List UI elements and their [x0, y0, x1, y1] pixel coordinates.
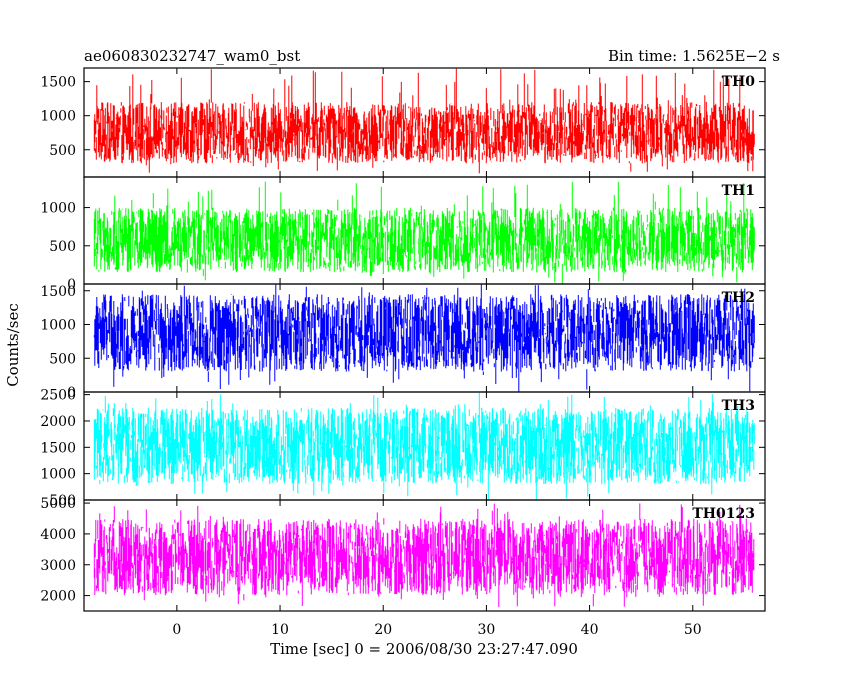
x-axis-label: Time [sec] 0 = 2006/08/30 23:27:47.090: [270, 640, 578, 658]
y-tick-label: 1500: [40, 440, 76, 456]
y-tick-label: 1500: [40, 284, 76, 300]
chart-title-left: ae060830232747_wam0_bst: [84, 47, 300, 65]
y-tick-label: 500: [49, 493, 76, 509]
panel-th0: 500 1000 1500 TH0: [40, 67, 766, 178]
y-tick-label: 1000: [40, 109, 76, 125]
y-tick-label: 1000: [40, 201, 76, 217]
y-axis-label: Counts/sec: [4, 303, 22, 387]
series-th3-trace: [93, 392, 755, 500]
series-label-th2: TH2: [722, 290, 755, 306]
panel-th3: 500 1000 1500 2000 2500 TH3: [40, 388, 766, 509]
y-tick-label: 0: [67, 385, 76, 401]
series-label-th0: TH0: [722, 74, 756, 90]
x-tick-label: 0: [172, 622, 181, 638]
series-label-th3: TH3: [722, 398, 755, 414]
y-tick-label: 2000: [40, 589, 76, 605]
x-tick-label: 10: [271, 622, 289, 638]
y-tick-label: 5000: [40, 496, 76, 512]
y-tick-label: 1500: [40, 75, 76, 91]
x-tick-label: 30: [477, 622, 495, 638]
y-tick-label: 1000: [40, 318, 76, 334]
y-tick-label: 4000: [40, 527, 76, 543]
series-label-th0123: TH0123: [692, 506, 755, 522]
x-tick-label: 50: [684, 622, 702, 638]
y-tick-label: 2500: [40, 388, 76, 404]
x-tick-label: 20: [374, 622, 392, 638]
panel-th0123: 2000 3000 4000 5000 TH0123: [40, 496, 766, 612]
y-tick-label: 0: [67, 277, 76, 293]
series-label-th1: TH1: [722, 183, 755, 199]
y-tick-label: 3000: [40, 558, 76, 574]
series-th0123-trace: [93, 503, 755, 607]
x-tick-label: 40: [581, 622, 599, 638]
panel-frame: [83, 499, 766, 612]
y-tick-label: 2000: [40, 414, 76, 430]
series-th2-trace: [93, 284, 755, 392]
y-tick-label: 500: [49, 351, 76, 367]
panel-th2: 0 500 1000 1500 TH2: [40, 283, 766, 401]
series-th1-trace: [93, 181, 755, 284]
series-th0-trace: [93, 68, 755, 174]
panel-th1: 0 500 1000 TH1: [40, 176, 766, 293]
y-tick-label: 500: [49, 239, 76, 255]
y-tick-label: 1000: [40, 467, 76, 483]
chart-title-right: Bin time: 1.5625E−2 s: [608, 47, 780, 65]
y-tick-label: 500: [49, 143, 76, 159]
